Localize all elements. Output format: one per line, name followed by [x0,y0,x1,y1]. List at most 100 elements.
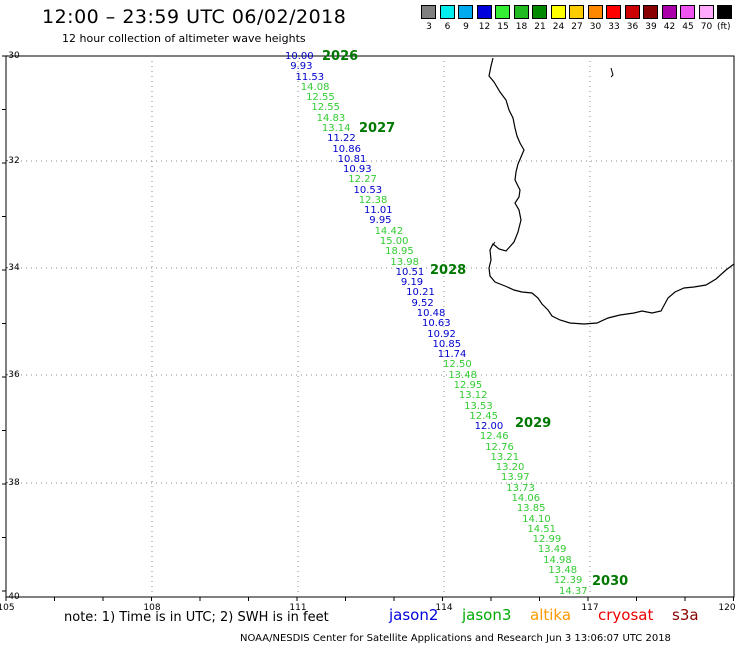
swh-reading: 10.86 [332,143,362,155]
scale-swatch [661,5,677,19]
scale-unit: (ft) [717,22,731,32]
swh-reading: 11.74 [437,349,467,361]
longitude-label: 105 [0,603,15,613]
longitude-label: 114 [435,603,453,613]
swh-reading: 12.55 [306,92,335,104]
scale-label: 21 [534,22,546,32]
swh-reading: 13.14 [321,122,351,134]
scale-swatch [569,5,584,19]
swh-reading: 12.00 [474,421,504,433]
swh-reading: 13.85 [516,503,546,515]
scale-label: 45 [682,22,694,32]
scale-swatch [495,5,510,19]
swh-reading: 12.45 [469,410,499,422]
swh-reading: 9.95 [369,215,392,227]
swh-reading: 11.53 [295,71,325,83]
scale-label: 18 [515,22,528,32]
longitude-label: 111 [289,603,307,613]
latitude-label: -36 [5,370,20,380]
time-label: 2027 [359,121,396,136]
scale-swatch [532,5,547,19]
swh-reading: 14.06 [511,493,541,505]
swh-reading: 14.42 [374,225,404,237]
graticule [6,56,734,597]
scale-swatch [717,5,732,19]
satellite-legend-cryosat: cryosat [598,606,654,624]
swh-reading: 14.10 [522,513,551,525]
swh-reading: 12.95 [453,379,483,391]
scale-label: 42 [663,22,676,32]
scale-swatch [606,5,621,19]
latitude-label: -30 [5,51,20,61]
scale-swatch [624,5,640,19]
swh-reading: 13.12 [458,390,488,402]
scale-label: 3 [426,22,432,32]
swh-reading: 13.97 [501,472,530,484]
swh-reading: 13.49 [537,544,567,556]
swh-reading: 10.21 [406,287,435,299]
swh-reading: 13.48 [548,565,578,576]
swh-reading: 12.76 [485,441,514,453]
scale-label: 15 [497,22,509,32]
swh-reading: 9.19 [400,277,424,289]
credit-line: NOAA/NESDIS Center for Satellite Applica… [240,633,671,644]
australia-coastline [488,57,735,325]
satellite-legend-altika: altika [530,606,572,624]
time-label: 2026 [322,49,359,64]
axis-ticks [2,55,734,601]
swh-reading: 10.85 [432,338,462,350]
island [491,241,496,247]
scale-swatch [587,5,603,19]
swh-reading: 12.27 [348,174,377,186]
swh-reading: 14.08 [300,81,330,93]
swh-reading: 11.01 [364,205,393,217]
scale-swatch [513,5,529,19]
swh-reading: 10.92 [427,328,456,340]
scale-swatch [439,5,455,19]
longitude-label: 108 [143,603,161,613]
scale-swatch [680,5,695,19]
swh-reading: 9.52 [411,297,434,309]
time-label: 2029 [515,416,552,431]
satellite-legend-s3a: s3a [672,606,699,624]
scale-label: 27 [571,22,583,32]
swh-reading: 14.98 [543,554,572,566]
map-subtitle: 12 hour collection of altimeter wave hei… [62,32,306,45]
swh-reading: 18.95 [385,246,414,258]
scale-label: 9 [463,22,469,32]
swh-reading: 10.81 [337,153,367,165]
swh-reading: 13.53 [464,400,493,412]
time-label: 2030 [592,574,629,589]
swh-reading: 10.48 [416,308,446,319]
swh-reading: 13.73 [506,482,535,494]
swh-reading: 12.39 [553,575,583,587]
scale-label: 33 [608,22,620,32]
latitude-label: -34 [5,263,20,273]
island [610,67,614,78]
swh-reading: 13.48 [448,369,477,381]
scale-label: 30 [589,22,602,32]
scale-label: 36 [626,22,639,32]
swh-reading: 11.22 [327,133,356,145]
swh-reading: 12.50 [443,359,472,371]
scale-swatch [643,5,658,19]
scale-label: 70 [700,22,713,32]
footer-note: note: 1) Time is in UTC; 2) SWH is in fe… [64,610,329,625]
latitude-label: -40 [5,592,20,602]
scale-swatch [476,5,492,19]
swh-reading: 10.93 [342,164,372,176]
swh-reading: 13.20 [495,462,525,474]
longitude-label: 117 [581,603,599,613]
scale-swatch [698,5,714,19]
latitude-label: -38 [5,478,20,488]
swh-reading: 14.37 [558,585,588,597]
swh-reading: 10.53 [353,184,383,196]
swh-reading: 12.55 [311,102,340,114]
satellite-legend-jason3: jason3 [462,606,512,624]
time-label: 2028 [430,263,467,278]
map-frame [5,55,735,598]
swh-reading: 13.21 [490,451,520,463]
satellite-legend-jason2: jason2 [389,606,439,624]
swh-reading: 12.99 [532,534,562,546]
